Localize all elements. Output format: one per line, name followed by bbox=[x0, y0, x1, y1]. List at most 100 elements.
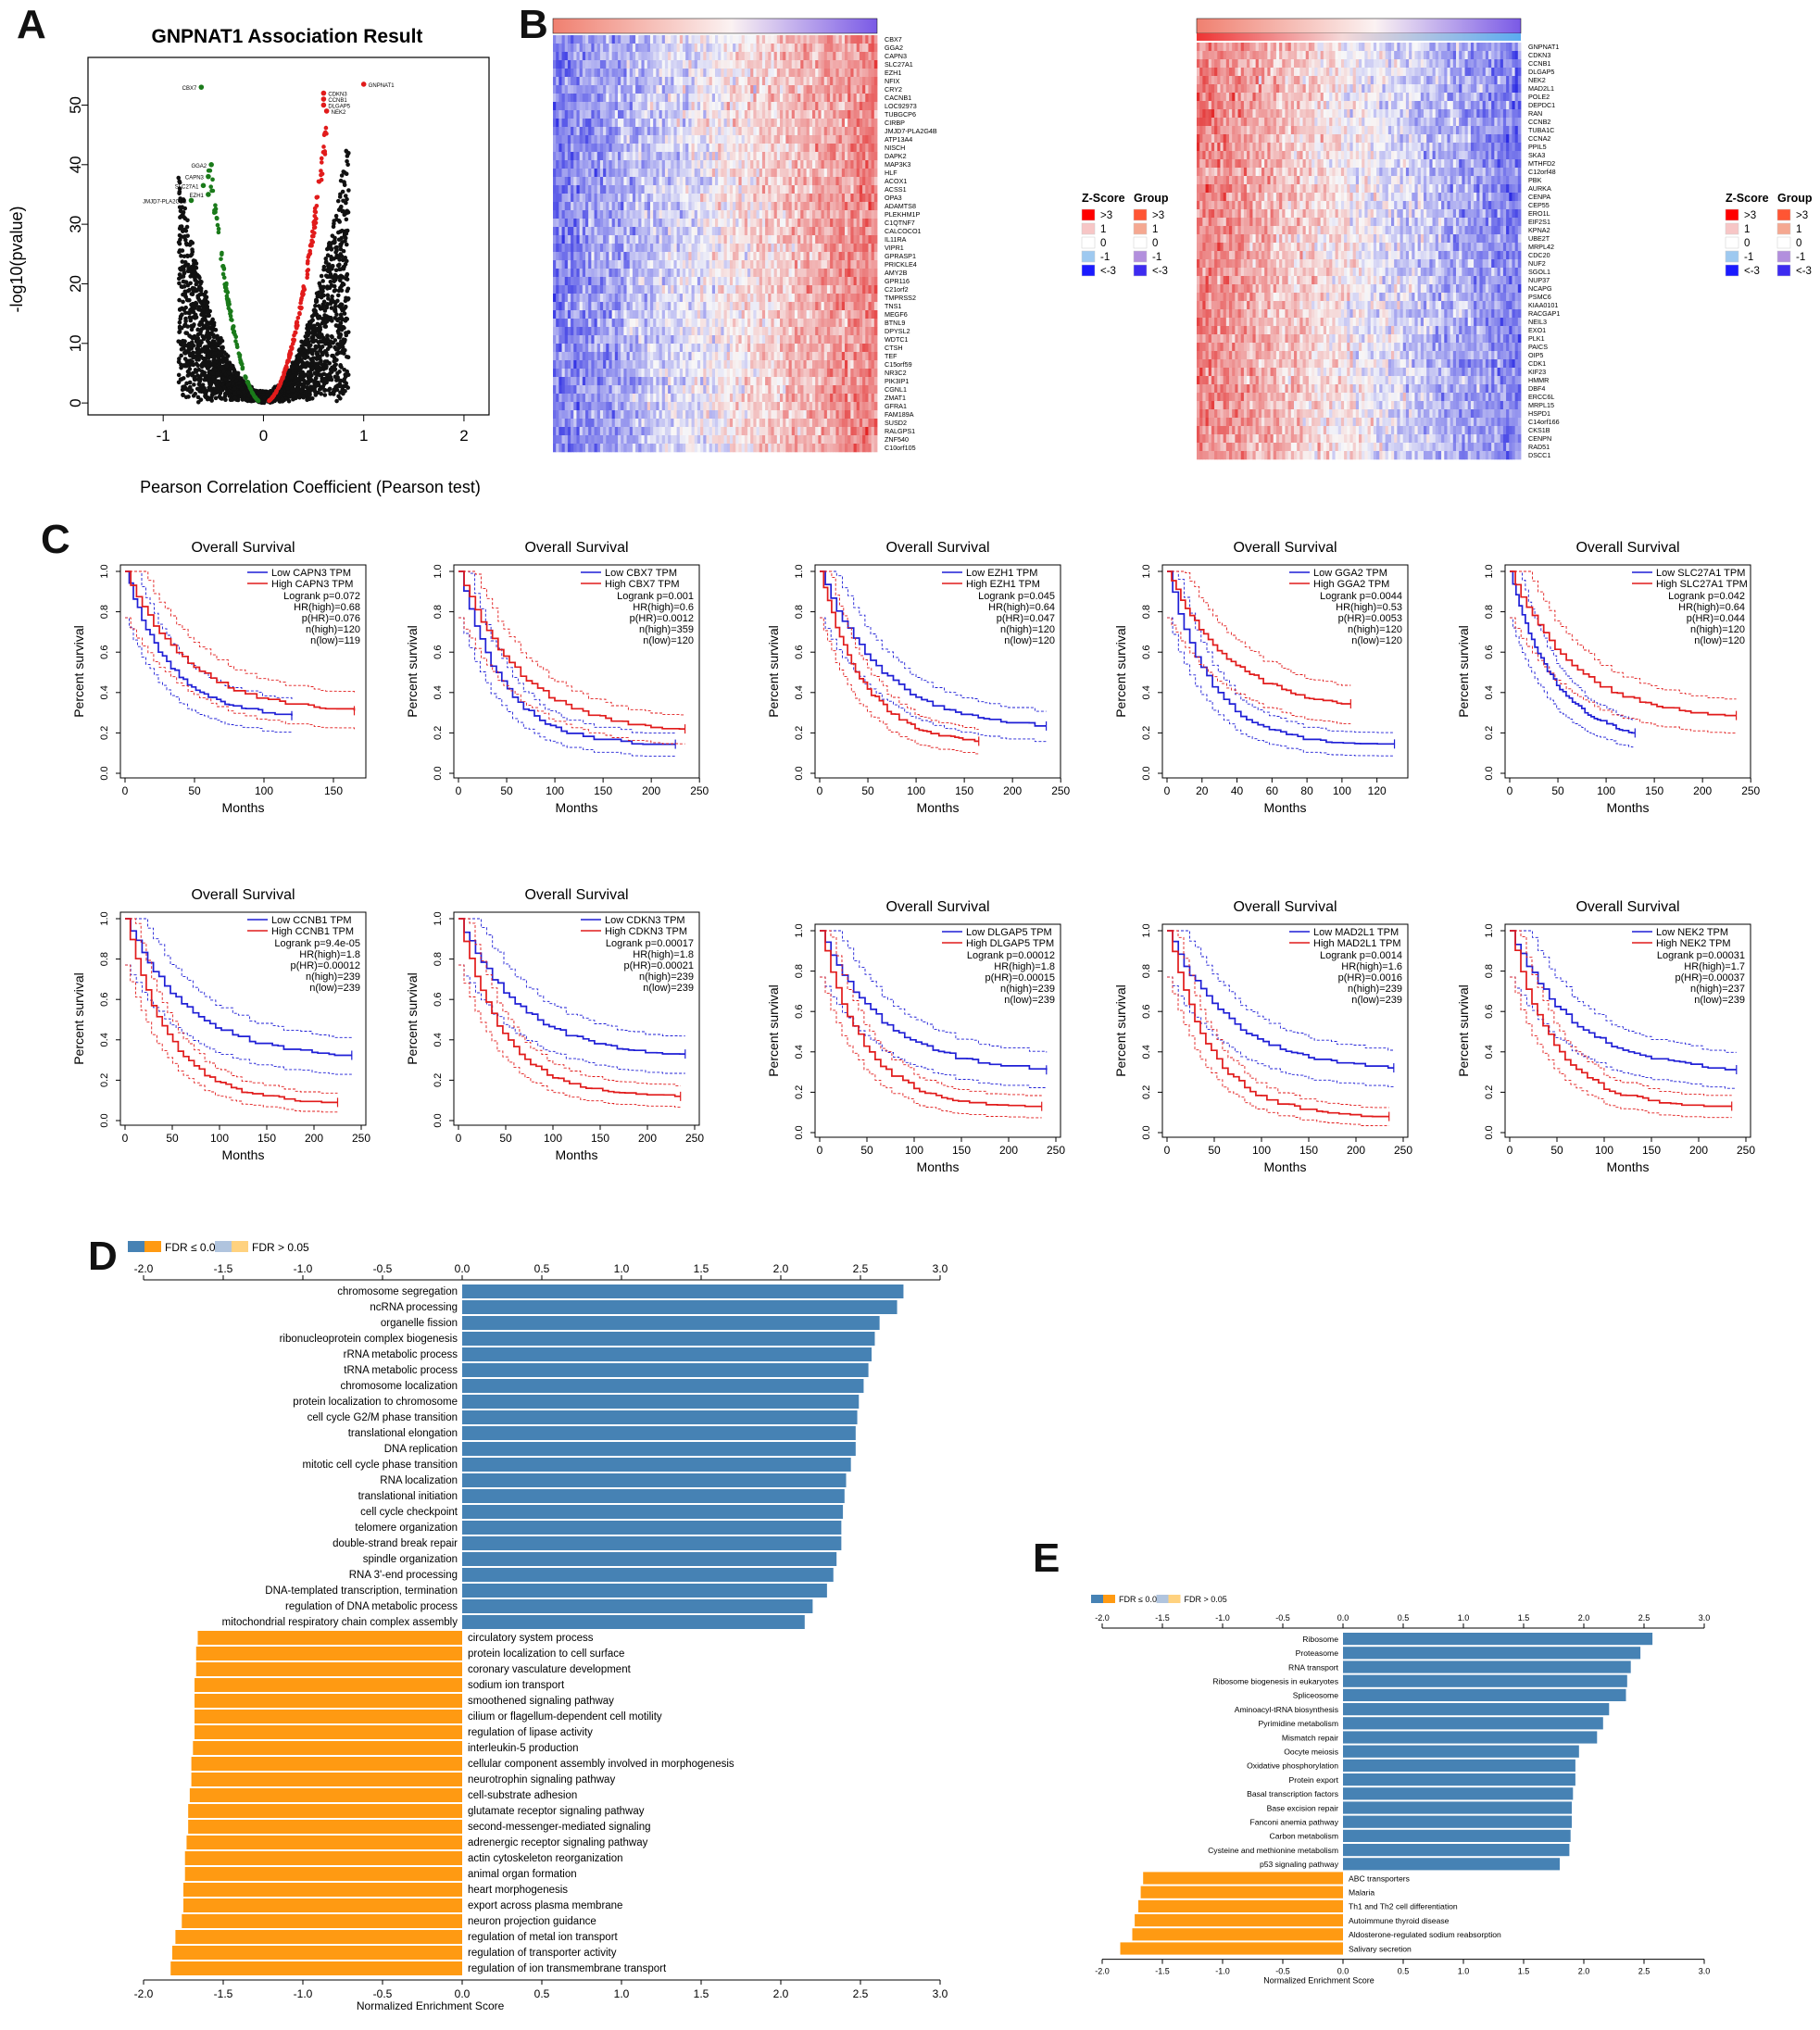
left-cell bbox=[623, 94, 627, 103]
left-cell bbox=[638, 210, 642, 219]
left-cell bbox=[721, 77, 724, 86]
left-cell bbox=[806, 102, 810, 111]
left-cell bbox=[815, 210, 819, 219]
left-cell bbox=[576, 177, 581, 186]
left-cell bbox=[791, 119, 796, 128]
left-cell bbox=[679, 210, 684, 219]
left-cell bbox=[594, 119, 598, 128]
left-cell bbox=[868, 202, 872, 211]
left-cell bbox=[659, 194, 663, 203]
left-cell bbox=[850, 127, 854, 136]
left-cell bbox=[721, 60, 724, 69]
volcano-sig-neg-point bbox=[233, 339, 238, 344]
left-cell bbox=[812, 85, 816, 94]
left-cell bbox=[797, 69, 801, 78]
left-cell bbox=[709, 102, 713, 111]
left-cell bbox=[845, 127, 848, 136]
left-cell bbox=[585, 135, 589, 144]
left-cell bbox=[847, 44, 851, 53]
left-cell bbox=[606, 210, 609, 219]
left-cell bbox=[585, 127, 589, 136]
left-cell bbox=[644, 160, 648, 169]
left-cell bbox=[683, 102, 686, 111]
volcano-point bbox=[219, 357, 223, 363]
left-cell bbox=[741, 44, 746, 53]
left-cell bbox=[833, 144, 836, 153]
left-cell bbox=[671, 202, 674, 211]
left-cell bbox=[623, 169, 627, 178]
left-cell bbox=[671, 177, 674, 186]
left-cell bbox=[723, 85, 728, 94]
left-cell bbox=[853, 102, 858, 111]
volcano-point bbox=[322, 388, 327, 393]
volcano-sig-pos-point bbox=[287, 352, 292, 357]
volcano-point bbox=[344, 258, 349, 264]
left-cell bbox=[853, 169, 858, 178]
left-cell bbox=[582, 219, 586, 228]
left-cell bbox=[859, 69, 863, 78]
left-cell bbox=[729, 185, 734, 194]
left-cell bbox=[685, 69, 689, 78]
left-cell bbox=[671, 102, 674, 111]
left-cell bbox=[646, 210, 651, 219]
left-cell bbox=[833, 52, 836, 61]
left-cell bbox=[700, 194, 704, 203]
left-cell bbox=[726, 169, 731, 178]
left-cell bbox=[603, 177, 607, 186]
left-cell bbox=[585, 144, 589, 153]
volcano-point bbox=[336, 378, 341, 382]
left-cell bbox=[815, 35, 819, 44]
left-cell bbox=[850, 52, 854, 61]
left-cell bbox=[815, 52, 819, 61]
left-cell bbox=[656, 177, 659, 186]
left-cell bbox=[776, 202, 781, 211]
left-cell bbox=[826, 160, 831, 169]
volcano-sig-neg-point bbox=[236, 351, 242, 357]
left-cell bbox=[588, 177, 592, 186]
left-cell bbox=[838, 152, 843, 161]
left-cell bbox=[591, 119, 595, 128]
left-cell bbox=[553, 85, 557, 94]
left-cell bbox=[830, 52, 834, 61]
left-cell bbox=[729, 110, 734, 119]
left-cell bbox=[659, 152, 663, 161]
left-cell bbox=[735, 127, 739, 136]
left-cell bbox=[700, 127, 704, 136]
left-cell bbox=[806, 202, 810, 211]
left-cell bbox=[821, 77, 825, 86]
left-cell bbox=[735, 69, 739, 78]
volcano-sig-pos-point bbox=[305, 272, 310, 277]
left-cell bbox=[588, 77, 592, 86]
left-cell bbox=[747, 202, 751, 211]
left-cell bbox=[582, 127, 586, 136]
left-cell bbox=[794, 102, 798, 111]
left-cell bbox=[697, 44, 701, 53]
left-cell bbox=[741, 85, 746, 94]
volcano-point bbox=[185, 233, 190, 238]
left-cell bbox=[573, 60, 577, 69]
left-cell bbox=[776, 110, 781, 119]
left-cell bbox=[726, 60, 731, 69]
volcano-point bbox=[240, 379, 245, 383]
left-cell bbox=[571, 135, 574, 144]
left-cell bbox=[841, 102, 846, 111]
volcano-point bbox=[292, 388, 296, 393]
left-cell bbox=[803, 194, 808, 203]
left-cell bbox=[676, 60, 681, 69]
left-cell bbox=[859, 52, 863, 61]
left-cell bbox=[709, 202, 713, 211]
left-cell bbox=[826, 110, 831, 119]
volcano-point bbox=[205, 300, 210, 306]
left-cell bbox=[553, 119, 557, 128]
left-cell bbox=[815, 144, 819, 153]
left-cell bbox=[856, 202, 860, 211]
left-cell bbox=[809, 135, 813, 144]
left-cell bbox=[721, 35, 724, 44]
left-cell bbox=[596, 202, 601, 211]
left-cell bbox=[812, 44, 816, 53]
volcano-point bbox=[320, 316, 325, 321]
left-cell bbox=[744, 85, 748, 94]
left-cell bbox=[718, 127, 722, 136]
left-cell bbox=[650, 77, 654, 86]
left-cell bbox=[838, 60, 843, 69]
